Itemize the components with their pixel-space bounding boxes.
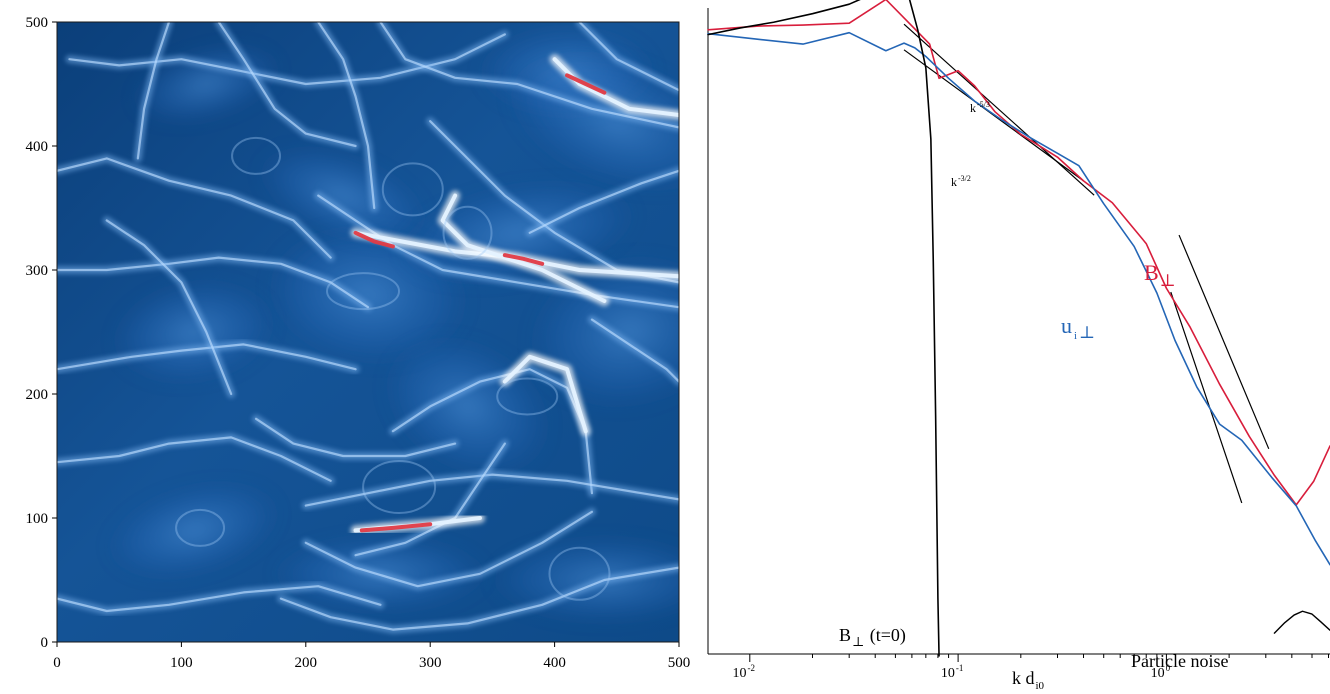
spectrum-x-tick-label-base-3: 10 [1151, 666, 1165, 681]
series-label-u-i-perp-symbol: ⊥ [1079, 323, 1095, 342]
spectrum-x-tick-label-exp-2: -1 [956, 663, 964, 673]
reference-line-4 [1170, 291, 1243, 504]
heatmap-x-tick-label-6: 500 [668, 655, 691, 671]
spectrum-x-tick-label-base-2: 10 [941, 666, 955, 681]
field-streak-core-18 [590, 318, 679, 383]
heatmap-frame [56, 21, 680, 643]
heatmap-x-tick-label-2: 100 [170, 655, 193, 671]
heatmap-y-tick-label-3: 200 [26, 387, 49, 403]
field-streak-core-3 [57, 256, 370, 309]
series-label-b-perp-symbol: ⊥ [1160, 271, 1176, 290]
vortex-loop-2 [381, 162, 444, 217]
heatmap-field [57, 22, 679, 642]
vortex-loop-8 [548, 546, 611, 601]
field-streak-core-6 [57, 585, 382, 613]
heatmap-x-tick-label-4: 300 [419, 655, 442, 671]
heatmap-y-tick-label-2: 100 [26, 511, 49, 527]
field-streak-core-19 [136, 22, 171, 160]
high-intensity-arc-1 [353, 230, 395, 249]
vortex-loop-3 [326, 272, 401, 311]
reference-label-k-3-2-base: k [951, 175, 957, 189]
field-streak-core-2 [57, 157, 332, 259]
vortex-loop-6 [362, 460, 437, 514]
current-sheet-5 [502, 354, 588, 434]
field-streak-core-13 [304, 473, 679, 507]
high-intensity-arc-4 [502, 253, 545, 266]
field-streak-core-21 [254, 417, 457, 458]
series-line-1 [707, 0, 1330, 506]
series-label-u-i-perp-base: u [1061, 313, 1072, 338]
spectrum-x-axis-label-sub: i0 [1036, 680, 1045, 692]
series-line-4 [1273, 610, 1330, 634]
heatmap-x-tick-label-5: 400 [543, 655, 566, 671]
field-streak-core-14 [304, 510, 594, 588]
heatmap-glow-11 [260, 147, 427, 244]
reference-label-k-5-3: k-5/3 [970, 100, 990, 115]
spectrum-x-tick-label-base-1: 10 [733, 666, 747, 681]
reference-label-k-3-2-exp: -3/2 [958, 174, 971, 183]
series-label-b-perp: B⊥ [1144, 260, 1176, 290]
field-streak-core-7 [217, 22, 357, 148]
series-line-3 [707, 0, 940, 657]
vortex-loop-7 [175, 508, 226, 547]
series-line-2 [707, 31, 1330, 566]
field-streak-core-17 [528, 169, 679, 234]
current-sheet-2 [440, 193, 607, 303]
heatmap-y-tick-label-1: 0 [41, 635, 49, 651]
spectrum-x-tick-label-exp-1: -2 [748, 663, 756, 673]
high-intensity-arc-3 [565, 73, 607, 95]
field-streak-core-16 [578, 22, 679, 92]
heatmap-glow-10 [492, 537, 679, 623]
field-streak-core-20 [105, 219, 233, 396]
reference-lines [903, 23, 1270, 504]
heatmap-y-tick-label-4: 300 [26, 263, 49, 279]
heatmap-glow-8 [108, 482, 279, 578]
field-streak-core-9 [379, 22, 679, 129]
current-sheet-3 [552, 57, 679, 117]
spectrum-x-axis-label: k di0 [1012, 668, 1045, 692]
spectrum-x-tick-label-2: 10-1 [941, 663, 964, 681]
series-label-b-perp-t0-suffix: (t=0) [865, 625, 906, 646]
spectrum-x-tick-label-exp-3: 0 [1166, 663, 1171, 673]
heatmap-y-tick-label-5: 400 [26, 139, 49, 155]
field-streak-core-8 [317, 22, 376, 210]
vortex-loop-5 [496, 377, 559, 416]
series-label-particle-noise: Particle noise [1131, 651, 1228, 671]
spectrum-x-axis-label-main: k d [1012, 668, 1035, 688]
series-label-b-perp-base: B [1144, 260, 1159, 285]
left-panel: 0 100 200 300 400 500 0 100 200 300 400 500 [26, 15, 691, 671]
reference-label-k-3-2: k-3/2 [951, 174, 971, 189]
reference-line-1 [903, 23, 1095, 196]
series-label-b-perp-t0: B⊥ (t=0) [839, 625, 906, 649]
heatmap-x-tick-label-1: 0 [53, 655, 61, 671]
spectrum-x-tick-label-3: 100 [1151, 663, 1171, 681]
series-label-u-i-perp: u i ⊥ [1061, 313, 1095, 342]
series-label-b-perp-t0-symbol: ⊥ [852, 634, 864, 649]
reference-label-k-5-3-base: k [970, 101, 976, 115]
heatmap-x-tick-label-3: 200 [295, 655, 318, 671]
series-label-u-i-perp-sub: i [1074, 330, 1077, 342]
series-label-b-perp-t0-base: B [839, 625, 851, 645]
vortex-loop-1 [231, 136, 282, 175]
vortex-loop-4 [442, 205, 493, 260]
field-streak-core-15 [279, 566, 679, 631]
high-intensity-arc-2 [359, 522, 433, 533]
spectrum-x-tick-label-1: 10-2 [733, 663, 756, 681]
reference-label-k-5-3-exp: -5/3 [977, 100, 990, 109]
spectrum-series [707, 0, 1330, 657]
heatmap-y-tick-label-6: 500 [26, 15, 49, 31]
field-streak-core-5 [57, 436, 332, 482]
field-streak-core-1 [68, 33, 506, 86]
reference-line-3 [1178, 234, 1270, 450]
